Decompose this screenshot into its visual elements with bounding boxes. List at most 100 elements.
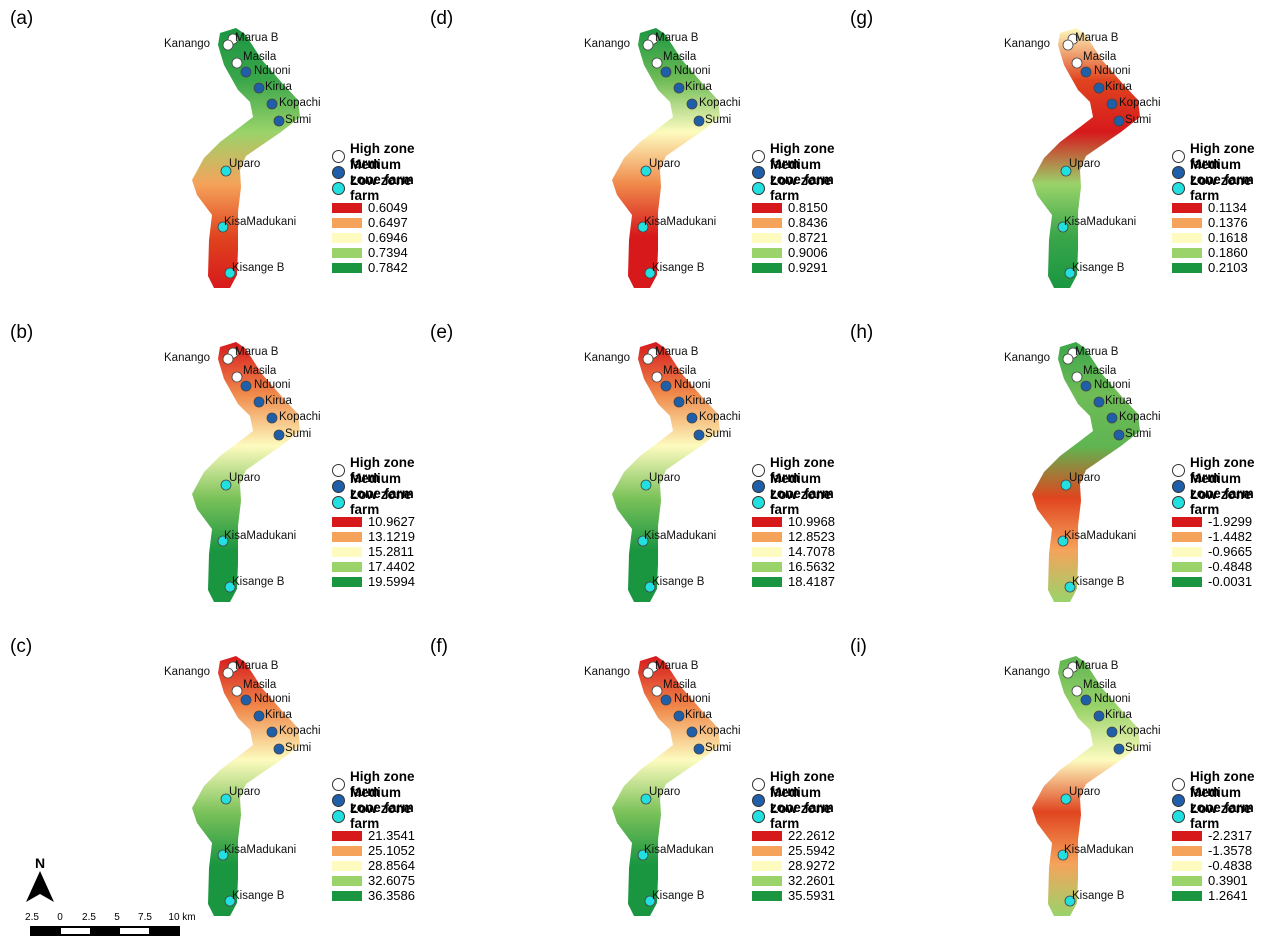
class-legend-item: 32.2601: [752, 873, 844, 888]
farm-label: Masila: [243, 51, 277, 63]
farm-label: Kirua: [1105, 81, 1132, 93]
farm-marker: [1060, 165, 1072, 177]
farm-label: Kirua: [685, 395, 712, 407]
farm-label: Kirua: [265, 709, 292, 721]
zone-dot-icon: [752, 479, 765, 493]
class-legend-item: 28.8564: [332, 858, 424, 873]
class-legend-item: 32.6075: [332, 873, 424, 888]
zone-legend-label: Medium zone farm: [350, 471, 414, 501]
zone-legend-label: Medium zone farm: [1190, 471, 1254, 501]
zone-dot-icon: [752, 777, 765, 791]
farm-marker: [273, 743, 285, 755]
class-value: -0.0031: [1208, 574, 1253, 589]
farm-marker: [1113, 743, 1125, 755]
zone-dot-icon: [752, 463, 765, 477]
farm-marker: [693, 743, 705, 755]
farm-marker: [220, 479, 232, 491]
farm-label: Masila: [663, 51, 697, 63]
class-value: 16.5632: [788, 559, 835, 574]
farm-label: KisaMadukan: [644, 844, 714, 856]
class-value: 0.1860: [1208, 245, 1248, 260]
farm-label: KisaMadukani: [224, 530, 296, 542]
class-legend-item: 14.7078: [752, 544, 844, 559]
farm-label: KisaMadukan: [1064, 844, 1134, 856]
class-legend: 0.6049 0.6497 0.6946 0.7394 0.7842: [332, 200, 424, 275]
class-value: 25.1052: [368, 843, 415, 858]
map-panel-f: (f) Marua B Kanango Masila Nduoni Kirua Kopach…: [420, 628, 844, 942]
panel-letter: (h): [850, 322, 874, 343]
class-value: 1.2641: [1208, 888, 1248, 903]
farm-marker: [637, 849, 649, 861]
class-swatch: [752, 262, 782, 273]
farm-marker: [1113, 429, 1125, 441]
farm-label: Kisange B: [1072, 262, 1125, 274]
class-swatch: [752, 561, 782, 572]
class-legend-item: 22.2612: [752, 828, 844, 843]
class-swatch: [752, 875, 782, 886]
scale-labels: 2.5 0 2.5 5 7.5 10 km: [22, 912, 212, 924]
farm-marker: [673, 710, 685, 722]
farm-marker: [266, 98, 278, 110]
panel-letter: (e): [430, 322, 454, 343]
farm-label: Marua B: [655, 346, 699, 358]
farm-label: Kopachi: [1119, 725, 1161, 737]
farm-marker: [231, 57, 243, 69]
farm-marker: [220, 165, 232, 177]
farm-label: Kisange B: [232, 890, 285, 902]
zone-legend-item: Low zone farm: [1172, 487, 1264, 517]
farm-label: Kisange B: [1072, 576, 1125, 588]
class-legend-item: 0.6049: [332, 200, 424, 215]
farm-marker: [1093, 710, 1105, 722]
farm-marker: [222, 39, 234, 51]
zone-legend-item: Medium zone farm: [752, 471, 844, 501]
farm-label: Masila: [663, 679, 697, 691]
zone-dot-icon: [1172, 479, 1185, 493]
farm-label: Nduoni: [674, 379, 710, 391]
zone-dot-icon: [332, 479, 345, 493]
class-swatch: [1172, 830, 1202, 841]
farm-label: Marua B: [235, 32, 279, 44]
farm-marker: [217, 535, 229, 547]
zone-dot-icon: [332, 165, 345, 179]
farm-marker: [693, 115, 705, 127]
map-legend: High zone farm Medium zone farm Low zone f…: [332, 769, 424, 903]
class-swatch: [332, 516, 362, 527]
panel-letter: (a): [10, 8, 34, 29]
zone-legend-item: High zone farm: [752, 769, 844, 799]
farm-marker: [217, 221, 229, 233]
farm-marker: [253, 710, 265, 722]
north-arrow: N: [22, 855, 58, 906]
farm-marker: [253, 82, 265, 94]
class-legend-item: 1.2641: [1172, 888, 1264, 903]
study-area-map: Marua B Kanango Masila Nduoni Kirua Kopachi Su…: [1004, 342, 1161, 602]
farm-label: Uparo: [229, 158, 260, 170]
farm-label: Marua B: [235, 346, 279, 358]
zone-legend-item: Low zone farm: [752, 487, 844, 517]
zone-legend-item: High zone farm: [1172, 455, 1264, 485]
farm-marker: [266, 726, 278, 738]
class-swatch: [332, 202, 362, 213]
map-panel-e: (e) Marua B Kanango Masila Nduoni Kirua Kopach…: [420, 314, 844, 628]
zone-legend-label: Low zone farm: [350, 173, 412, 203]
farm-marker: [640, 479, 652, 491]
class-legend: 0.1134 0.1376 0.1618 0.1860 0.2103: [1172, 200, 1264, 275]
farm-label: Sumi: [1125, 428, 1151, 440]
farm-label: Kisange B: [652, 262, 705, 274]
zone-legend-label: Medium zone farm: [350, 157, 414, 187]
class-swatch: [1172, 217, 1202, 228]
farm-marker: [1113, 115, 1125, 127]
class-value: 32.2601: [788, 873, 835, 888]
farm-marker: [673, 396, 685, 408]
map-panel-a: (a) Marua B Kanango Masila Nduoni Kirua Kopach…: [0, 0, 424, 314]
farm-label: Sumi: [285, 428, 311, 440]
farm-marker: [1080, 66, 1092, 78]
class-swatch: [752, 546, 782, 557]
farm-marker: [273, 429, 285, 441]
zone-legend-label: High zone farm: [350, 455, 415, 485]
farm-label: Masila: [243, 679, 277, 691]
class-value: 0.8721: [788, 230, 828, 245]
zone-dot-icon: [752, 809, 765, 823]
farm-label: Marua B: [655, 660, 699, 672]
panel-letter: (i): [850, 636, 867, 657]
zone-legend-item: High zone farm: [1172, 141, 1264, 171]
